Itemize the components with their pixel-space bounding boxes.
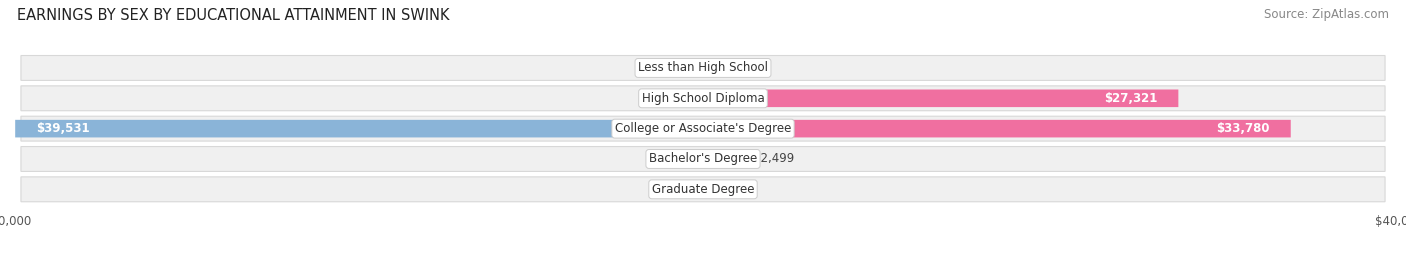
Text: $0: $0 [741, 183, 756, 196]
FancyBboxPatch shape [703, 181, 734, 198]
Text: $39,531: $39,531 [37, 122, 90, 135]
FancyBboxPatch shape [703, 59, 734, 77]
Text: $33,780: $33,780 [1216, 122, 1270, 135]
Text: $2,499: $2,499 [754, 152, 794, 165]
Text: $27,321: $27,321 [1104, 92, 1157, 105]
FancyBboxPatch shape [21, 177, 1385, 202]
FancyBboxPatch shape [672, 90, 703, 107]
FancyBboxPatch shape [21, 116, 1385, 141]
Text: EARNINGS BY SEX BY EDUCATIONAL ATTAINMENT IN SWINK: EARNINGS BY SEX BY EDUCATIONAL ATTAINMEN… [17, 8, 450, 23]
FancyBboxPatch shape [21, 147, 1385, 172]
Legend: Male, Female: Male, Female [644, 264, 762, 268]
FancyBboxPatch shape [672, 181, 703, 198]
FancyBboxPatch shape [21, 55, 1385, 80]
Text: $0: $0 [650, 61, 665, 75]
FancyBboxPatch shape [703, 90, 1178, 107]
Text: $0: $0 [741, 61, 756, 75]
Text: College or Associate's Degree: College or Associate's Degree [614, 122, 792, 135]
Text: Less than High School: Less than High School [638, 61, 768, 75]
FancyBboxPatch shape [672, 59, 703, 77]
Text: Bachelor's Degree: Bachelor's Degree [650, 152, 756, 165]
Text: $0: $0 [650, 152, 665, 165]
Text: Source: ZipAtlas.com: Source: ZipAtlas.com [1264, 8, 1389, 21]
Text: High School Diploma: High School Diploma [641, 92, 765, 105]
Text: $0: $0 [650, 183, 665, 196]
FancyBboxPatch shape [703, 120, 1291, 137]
Text: Graduate Degree: Graduate Degree [652, 183, 754, 196]
FancyBboxPatch shape [21, 86, 1385, 111]
FancyBboxPatch shape [15, 120, 703, 137]
FancyBboxPatch shape [703, 150, 747, 168]
Text: $0: $0 [650, 92, 665, 105]
FancyBboxPatch shape [672, 150, 703, 168]
